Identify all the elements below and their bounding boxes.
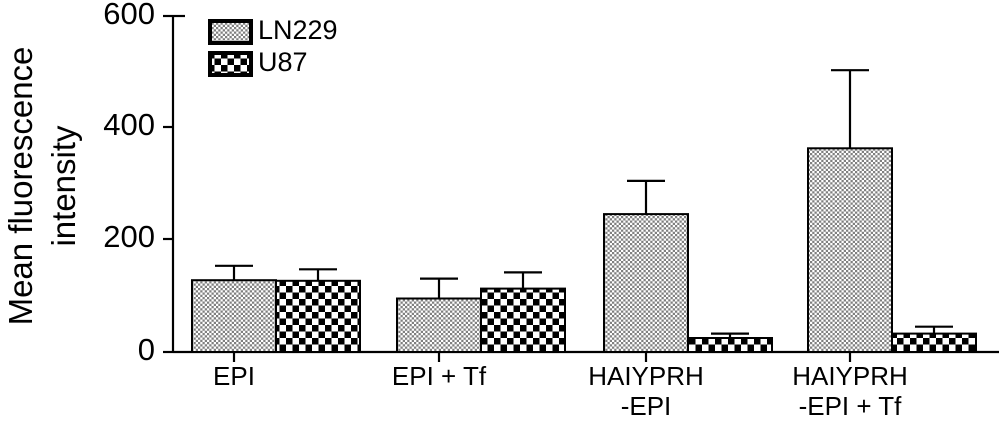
svg-text:EPI: EPI: [213, 361, 255, 391]
svg-text:EPI + Tf: EPI + Tf: [392, 361, 487, 391]
svg-text:600: 600: [103, 0, 155, 31]
svg-text:HAIYPRH: HAIYPRH: [588, 361, 704, 391]
svg-text:200: 200: [103, 219, 155, 254]
svg-text:400: 400: [103, 107, 155, 142]
svg-text:LN229: LN229: [258, 15, 338, 45]
svg-text:-EPI + Tf: -EPI + Tf: [799, 391, 903, 421]
svg-text:U87: U87: [258, 47, 308, 77]
svg-text:0: 0: [138, 332, 155, 367]
svg-text:-EPI: -EPI: [621, 391, 672, 421]
svg-text:HAIYPRH: HAIYPRH: [792, 361, 908, 391]
